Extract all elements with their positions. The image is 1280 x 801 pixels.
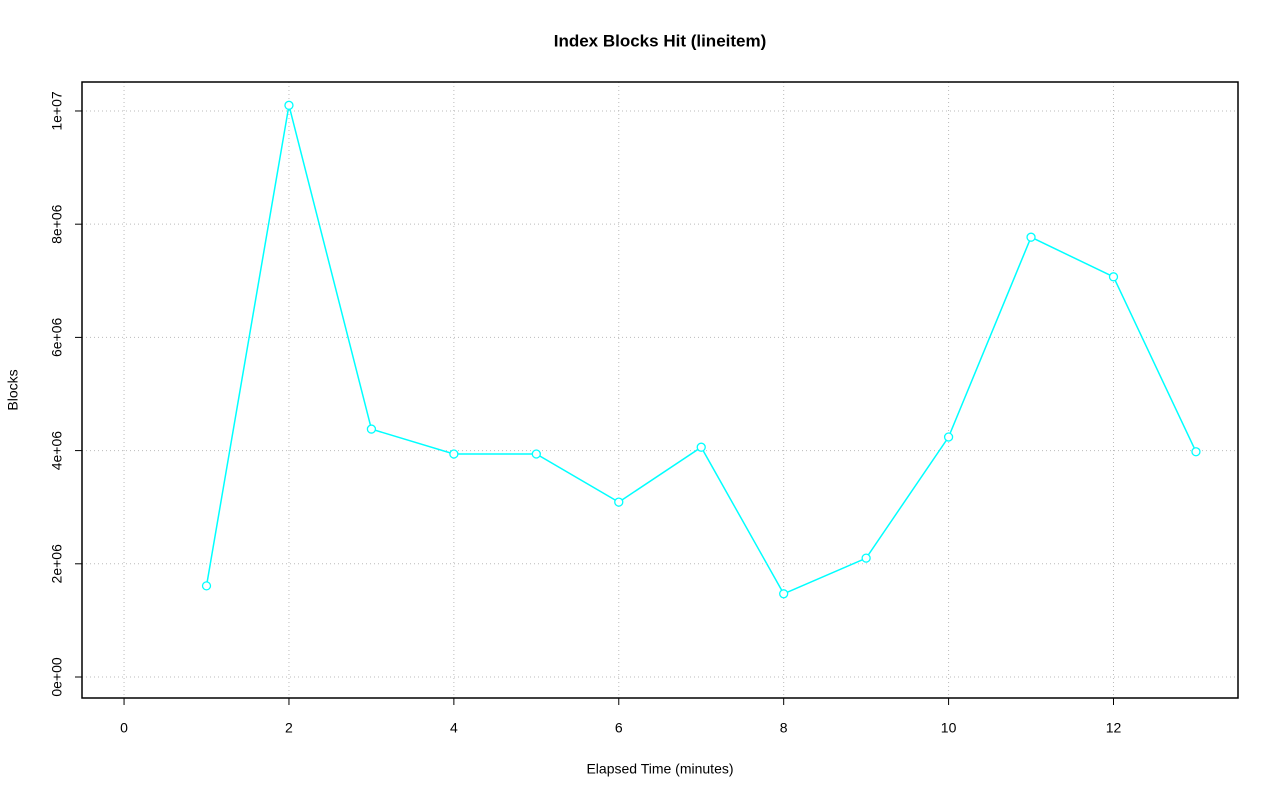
x-tick-label: 4 xyxy=(450,720,458,736)
plot-frame xyxy=(81,81,1239,699)
x-tick-label: 6 xyxy=(615,720,623,736)
y-tick-label: 0e+00 xyxy=(49,657,65,697)
data-point xyxy=(696,442,706,452)
data-point xyxy=(531,449,541,459)
x-axis-label: Elapsed Time (minutes) xyxy=(586,761,733,777)
x-tick-label: 12 xyxy=(1106,720,1122,736)
x-tick-label: 0 xyxy=(120,720,128,736)
y-axis-label: Blocks xyxy=(5,369,21,410)
y-tick-label: 2e+06 xyxy=(49,544,65,584)
data-point xyxy=(201,581,212,591)
data-point xyxy=(1108,272,1119,282)
data-point xyxy=(449,449,459,459)
y-tick-label: 4e+06 xyxy=(49,431,65,471)
y-tick-label: 1e+07 xyxy=(49,91,65,131)
data-point xyxy=(614,497,624,507)
x-tick-label: 2 xyxy=(285,720,293,736)
data-point xyxy=(779,589,789,599)
data-point xyxy=(284,100,294,110)
x-tick-label: 10 xyxy=(941,720,957,736)
y-tick-label: 8e+06 xyxy=(49,204,65,244)
y-tick-label: 6e+06 xyxy=(49,318,65,358)
data-point xyxy=(1191,447,1201,457)
data-point xyxy=(861,553,871,563)
chart-title: Index Blocks Hit (lineitem) xyxy=(554,31,767,50)
data-point xyxy=(366,424,377,434)
data-line xyxy=(205,105,1197,595)
data-point xyxy=(943,432,954,442)
x-tick-label: 8 xyxy=(780,720,788,736)
data-point xyxy=(1026,232,1036,242)
